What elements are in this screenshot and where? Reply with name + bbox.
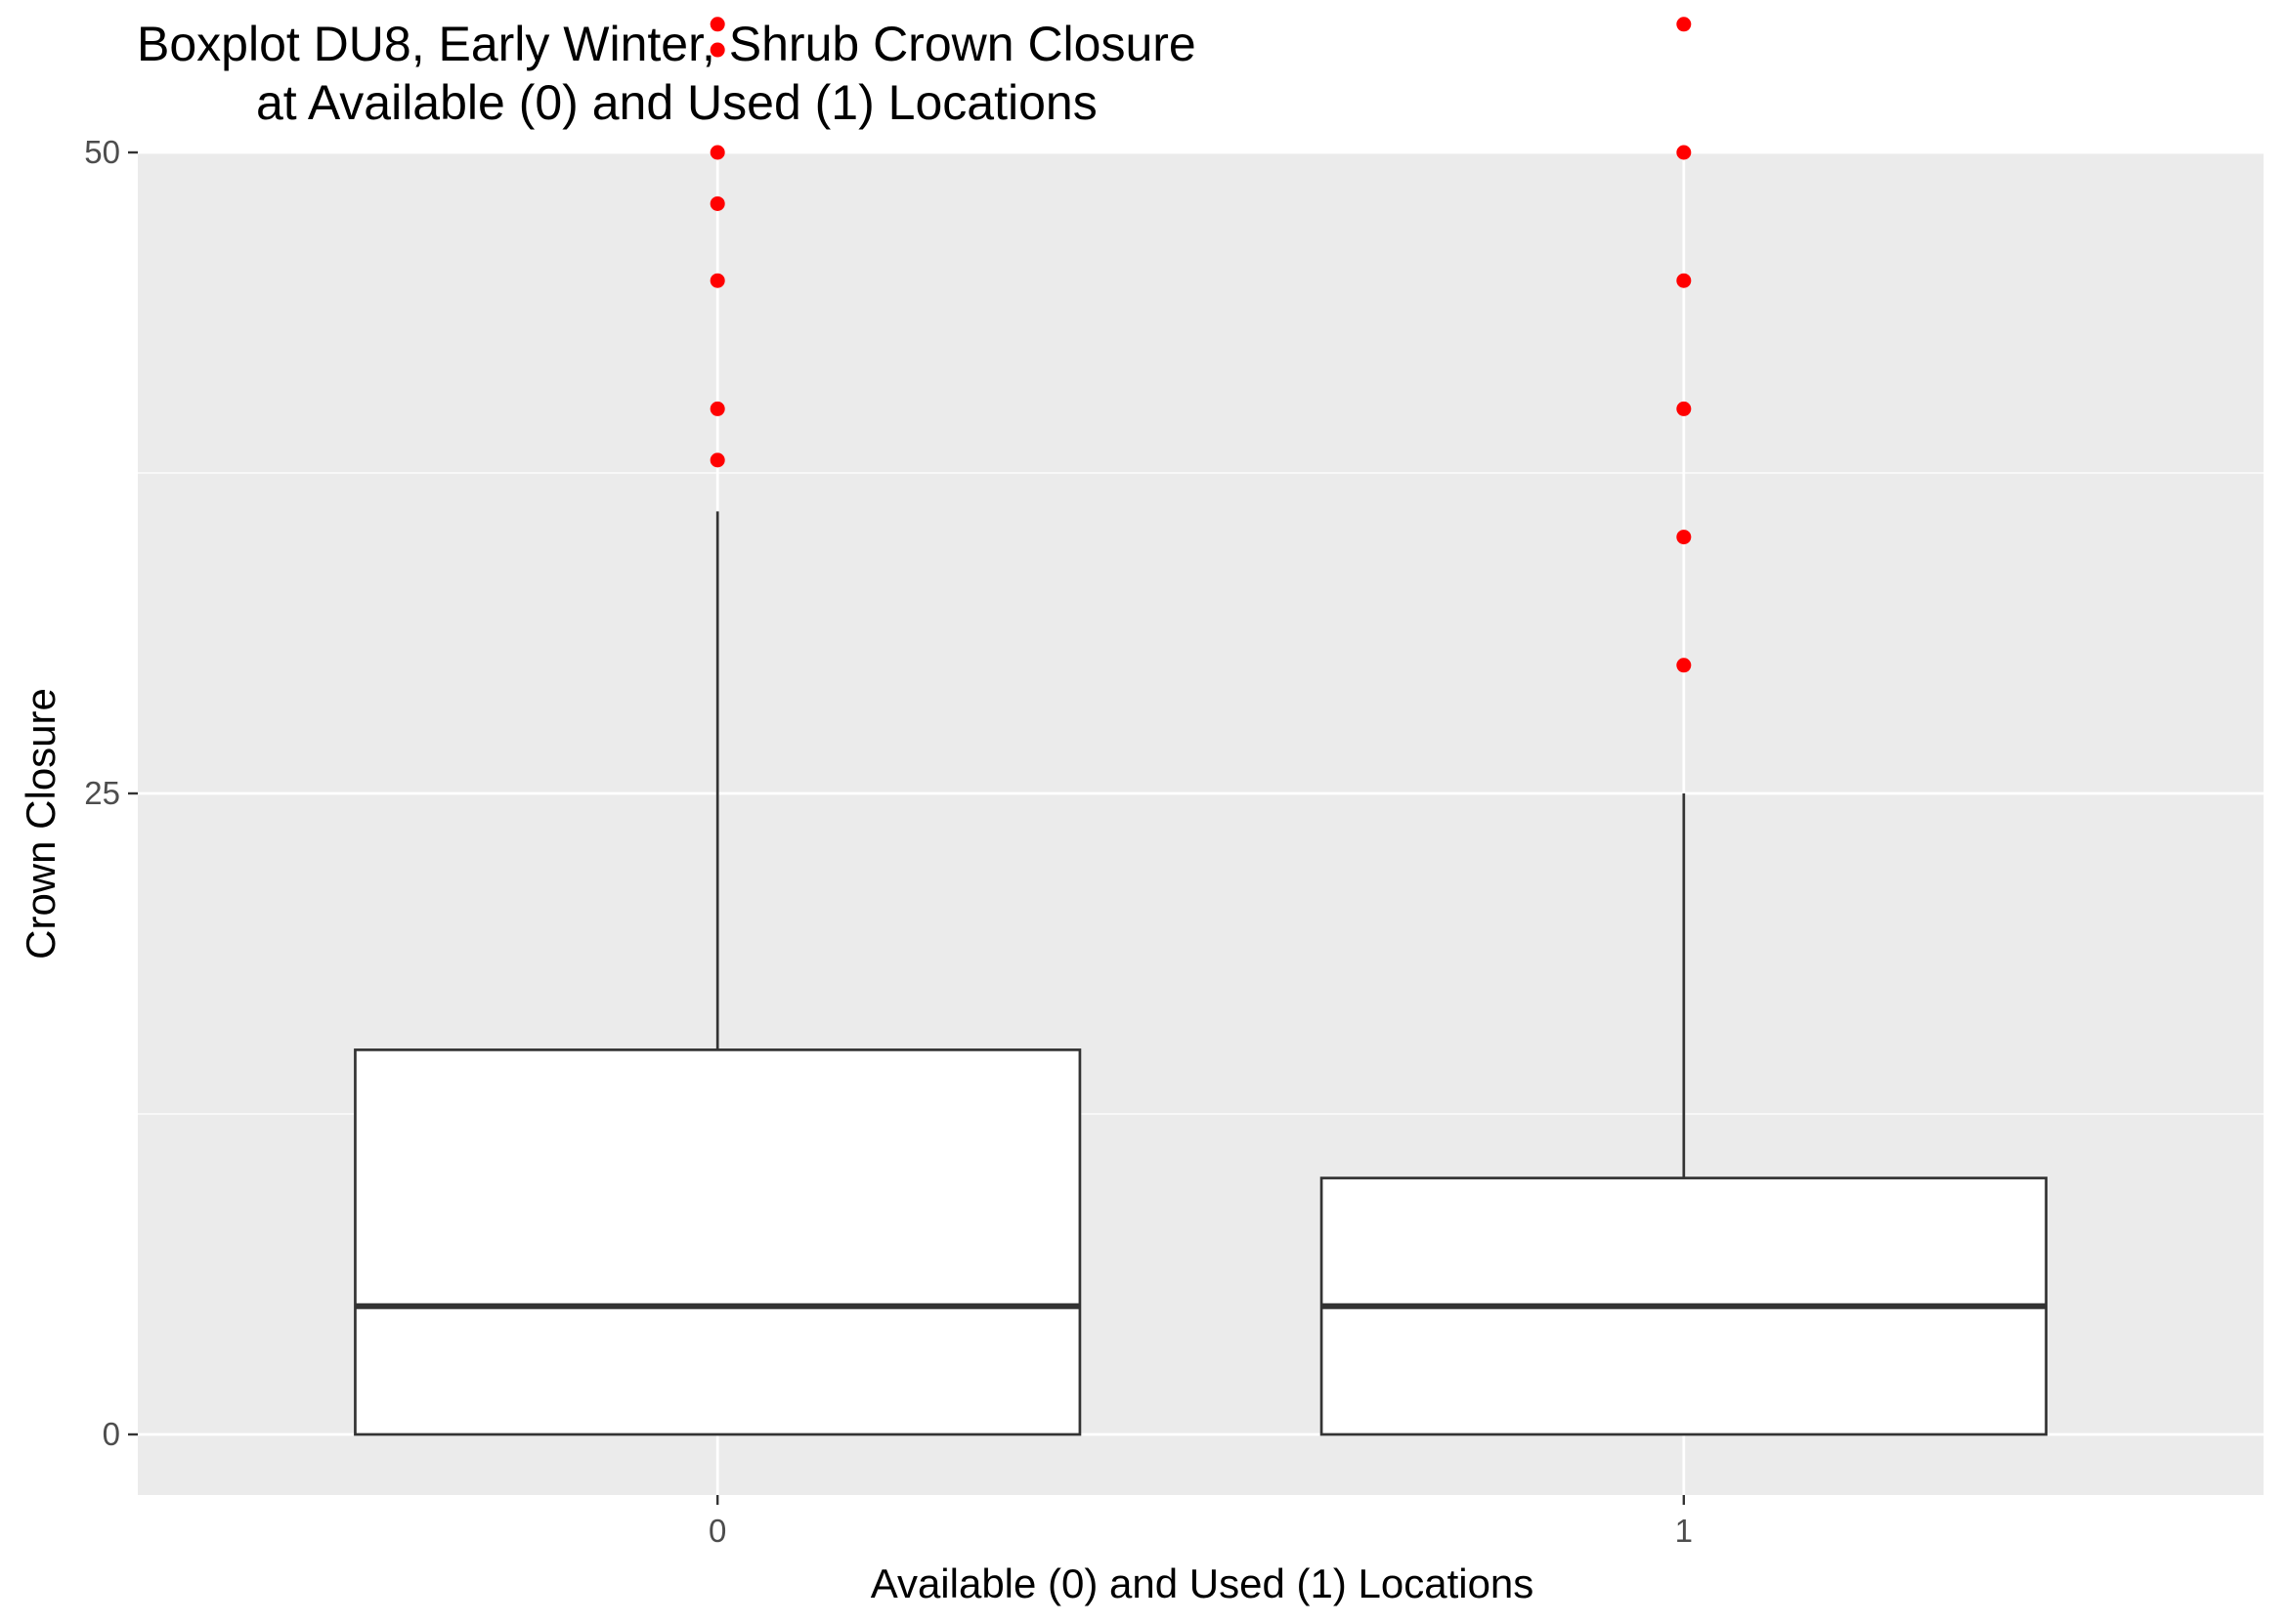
y-axis-title: Crown Closure — [18, 688, 64, 960]
outlier-point — [1676, 530, 1692, 545]
x-tick-label: 0 — [709, 1513, 726, 1549]
y-tick-label: 0 — [103, 1416, 120, 1452]
outlier-point — [710, 195, 725, 211]
outlier-point — [1676, 17, 1692, 32]
outlier-point — [710, 401, 725, 416]
outliers — [710, 17, 1692, 673]
y-axis: 0255075 — [84, 134, 138, 1452]
outlier-point — [710, 17, 725, 32]
outlier-point — [1676, 273, 1692, 288]
box-0 — [354, 1048, 1082, 1436]
x-tick-label: 1 — [1675, 1513, 1693, 1549]
chart-title-line-2: at Available (0) and Used (1) Locations — [256, 75, 1098, 130]
outlier-point — [710, 273, 725, 288]
y-tick-label: 25 — [84, 775, 120, 811]
outlier-point — [710, 145, 725, 160]
outlier-point — [710, 452, 725, 468]
outlier-point — [710, 42, 725, 58]
chart-title-line-1: Boxplot DU8, Early Winter, Shrub Crown C… — [137, 17, 1196, 71]
x-axis-title: Available (0) and Used (1) Locations — [871, 1560, 1534, 1606]
boxes — [354, 511, 2048, 1436]
outlier-point — [1676, 145, 1692, 160]
outlier-point — [1676, 658, 1692, 673]
outlier-point — [1676, 401, 1692, 416]
y-tick-label: 50 — [84, 134, 120, 170]
